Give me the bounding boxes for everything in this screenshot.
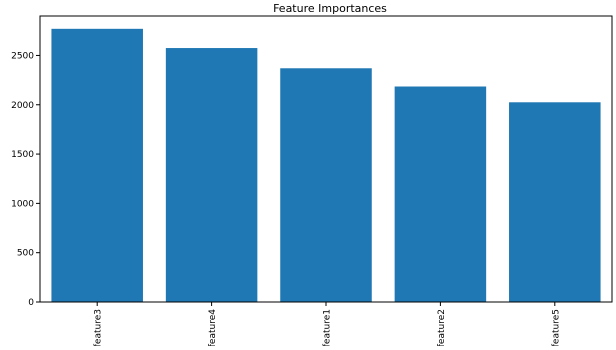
y-tick-label: 2500 (11, 51, 34, 61)
plot-frame (39, 15, 613, 303)
y-tick-label: 0 (28, 298, 34, 308)
bar-feature3 (51, 28, 143, 302)
bar-feature5 (509, 102, 601, 302)
y-tick-label: 2000 (11, 101, 34, 111)
x-tick-label: feature5 (551, 309, 561, 346)
x-tick-label: feature1 (323, 309, 333, 346)
bars (51, 28, 601, 303)
x-axis: feature3 feature4 feature1 feature2 feature5 (94, 302, 561, 347)
chart-title: Feature Importances (273, 2, 387, 15)
bar-feature4 (165, 48, 258, 302)
y-axis: 0 500 1000 1500 2000 2500 (11, 51, 40, 308)
bar-feature2 (394, 86, 487, 302)
y-tick-label: 500 (17, 249, 34, 259)
bar-feature1 (280, 68, 372, 303)
plot-border (39, 15, 613, 303)
y-tick-label: 1000 (11, 199, 34, 209)
x-tick-label: feature3 (94, 309, 104, 346)
x-tick-label: feature2 (437, 309, 447, 346)
x-tick-label: feature4 (208, 309, 218, 346)
y-tick-label: 1500 (11, 150, 34, 160)
